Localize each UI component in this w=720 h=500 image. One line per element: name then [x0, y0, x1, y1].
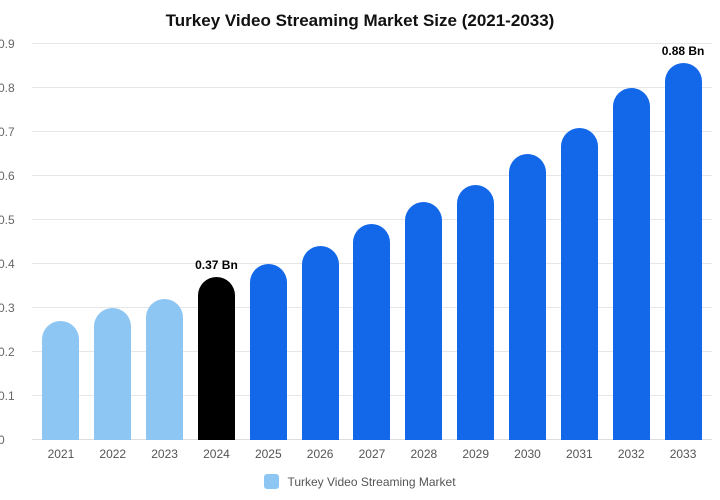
x-axis-labels: 2021 2022 2023 2024 2025 2026 2027 2028 2029 2030…: [32, 447, 712, 461]
bar-2025: [249, 264, 287, 440]
bar-slot-2030: [502, 44, 554, 440]
y-axis-tick-label: 0.6: [0, 169, 15, 184]
bar-slot-2032: [605, 44, 657, 440]
bar-slot-2027: [346, 44, 398, 440]
x-axis-label-2031: 2031: [566, 447, 593, 461]
bar-2030: [509, 154, 547, 440]
y-axis-tick-label: 0.8: [0, 81, 15, 96]
x-axis-label-2027: 2027: [358, 447, 386, 461]
y-axis-tick-label: 0.5: [0, 213, 15, 227]
x-axis-label-2029: 2029: [462, 447, 490, 461]
bar-2026: [301, 246, 339, 440]
bar-slot-2029: [450, 44, 502, 440]
legend: Turkey Video Streaming Market: [0, 474, 720, 489]
bar-slot-2031: [553, 44, 605, 440]
gridline: [32, 219, 712, 220]
gridline: [32, 131, 712, 132]
y-axis-tick-label: 0.2: [0, 345, 15, 360]
bar-2028: [405, 202, 443, 440]
bar-2022: [94, 308, 132, 440]
x-axis-label-2033: 2033: [669, 447, 697, 461]
x-axis-label-2023: 2023: [151, 447, 178, 461]
bar-slot-2026: [294, 44, 346, 440]
y-axis-tick-label: 0.9: [0, 37, 15, 51]
bar-value-label-2024: 0.37 Bn: [195, 258, 238, 273]
y-axis-tick-label: 0.3: [0, 301, 15, 316]
bar-2032: [612, 88, 650, 440]
x-axis-label-2030: 2030: [514, 447, 541, 461]
gridline: [32, 175, 712, 177]
x-axis-label-2028: 2028: [410, 447, 438, 461]
bar-slot-2021: [35, 44, 87, 440]
y-axis-tick-label: 0.1: [0, 389, 15, 404]
bar-slot-2023: [139, 44, 191, 440]
plot-area: 0 0.1 0.2 0.3 0.4 0.5 0.6 0.7 0.8 0.9 0.37 Bn 0.88…: [0, 37, 712, 447]
bar-2023: [146, 299, 184, 440]
bar-slot-2022: [87, 44, 139, 440]
bar-slot-2024: 0.37 Bn: [191, 44, 243, 440]
y-axis-tick-label: 0.7: [0, 125, 15, 139]
bar-2029: [457, 184, 495, 440]
gridline: [32, 87, 712, 88]
x-axis-label-2026: 2026: [306, 447, 334, 461]
bar-2021: [42, 321, 80, 440]
legend-swatch-icon: [264, 474, 280, 489]
bar-2024: [197, 277, 235, 440]
x-axis-label-2024: 2024: [203, 447, 230, 461]
legend-label: Turkey Video Streaming Market: [287, 474, 456, 489]
bar-2033: [664, 63, 702, 440]
bar-slot-2028: [398, 44, 450, 440]
bar-2031: [560, 127, 598, 440]
y-axis-tick-label: 0: [0, 433, 5, 447]
bar-value-label-2033: 0.88 Bn: [661, 44, 705, 58]
bar-2027: [353, 224, 391, 440]
bar-slot-2033: 0.88 Bn: [657, 44, 709, 440]
x-axis-label-2022: 2022: [99, 447, 127, 461]
x-axis-label-2021: 2021: [47, 447, 75, 461]
bars-layer: 0.37 Bn 0.88 Bn: [32, 44, 712, 440]
y-axis-tick-label: 0.4: [0, 257, 15, 272]
bar-slot-2025: [242, 44, 294, 440]
chart-title: Turkey Video Streaming Market Size (2021…: [165, 11, 555, 30]
gridline: [32, 43, 712, 44]
x-axis-label-2032: 2032: [617, 447, 645, 461]
x-axis-label-2025: 2025: [254, 447, 282, 461]
